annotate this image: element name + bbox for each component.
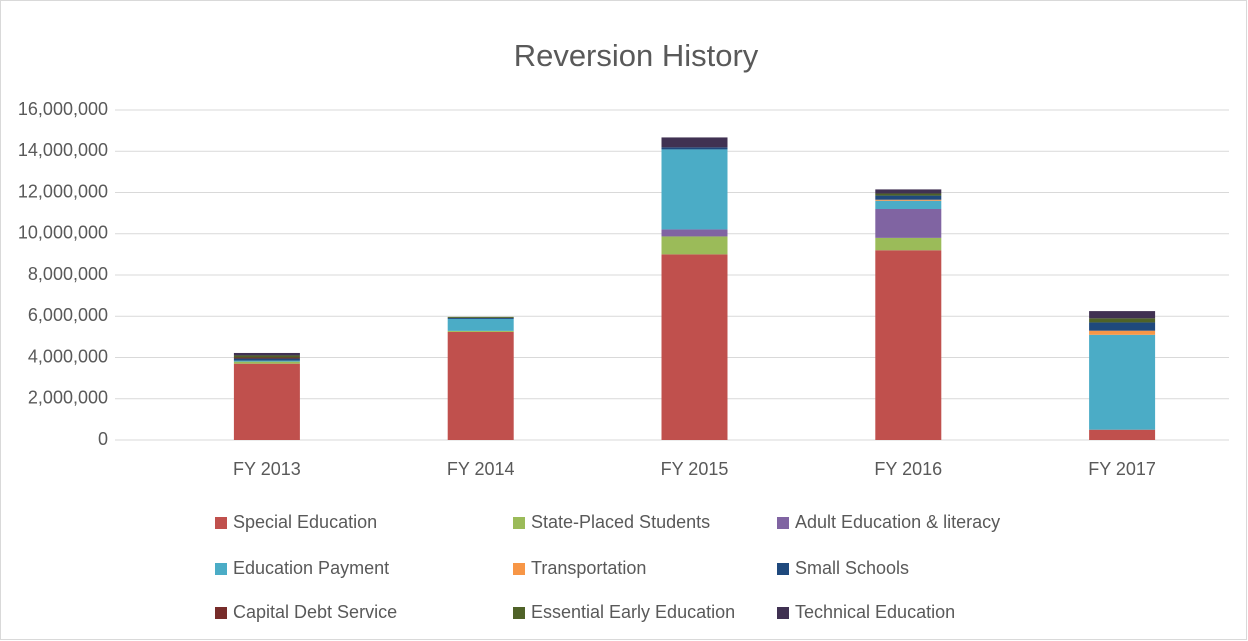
legend-label: Adult Education & literacy	[795, 512, 1000, 532]
bar-segment	[233, 361, 300, 364]
bar-segment	[1089, 318, 1156, 323]
bar-segment	[447, 317, 514, 319]
bar-segment	[661, 147, 728, 150]
bar-segment	[661, 254, 728, 440]
legend-swatch	[215, 517, 227, 529]
bar-segment	[875, 199, 942, 201]
legend-label: Capital Debt Service	[233, 602, 397, 622]
bar-segment	[875, 193, 942, 196]
x-tick-label: FY 2016	[874, 459, 942, 479]
bar-segment	[1089, 429, 1156, 440]
x-tick-label: FY 2014	[447, 459, 515, 479]
chart-title: Reversion History	[514, 38, 759, 73]
y-tick-label: 6,000,000	[28, 305, 108, 325]
bar-segment	[233, 352, 300, 356]
bar-segment	[661, 137, 728, 148]
legend-swatch	[777, 517, 789, 529]
legend-swatch	[215, 607, 227, 619]
bar-segment	[875, 189, 942, 194]
bar-segment	[233, 363, 300, 440]
y-tick-label: 10,000,000	[18, 223, 108, 243]
bar-segment	[447, 330, 514, 332]
x-tick-label: FY 2017	[1088, 459, 1156, 479]
bar-segment	[1089, 311, 1156, 319]
y-tick-label: 4,000,000	[28, 346, 108, 366]
bar-segment	[233, 358, 300, 361]
legend-swatch	[513, 563, 525, 575]
y-tick-label: 8,000,000	[28, 264, 108, 284]
bar-segment	[233, 355, 300, 358]
bar-segment	[447, 331, 514, 440]
bar-segment	[1089, 322, 1156, 331]
legend-label: Special Education	[233, 512, 377, 532]
bar-segment	[875, 209, 942, 238]
legend-label: Essential Early Education	[531, 602, 735, 622]
legend-swatch	[513, 607, 525, 619]
legend-swatch	[777, 563, 789, 575]
y-tick-label: 12,000,000	[18, 181, 108, 201]
bar-segment	[447, 318, 514, 331]
legend-label: Small Schools	[795, 558, 909, 578]
x-tick-label: FY 2015	[661, 459, 729, 479]
bar-segment	[875, 195, 942, 200]
y-tick-label: 2,000,000	[28, 388, 108, 408]
legend-swatch	[215, 563, 227, 575]
bar-segment	[875, 250, 942, 440]
y-tick-label: 16,000,000	[18, 99, 108, 119]
bar-segment	[875, 237, 942, 251]
y-tick-label: 14,000,000	[18, 140, 108, 160]
legend-label: State-Placed Students	[531, 512, 710, 532]
bar-segment	[875, 200, 942, 209]
bar-segment	[661, 229, 728, 237]
bar-segment	[661, 236, 728, 255]
bar-segment	[447, 316, 514, 318]
bar-segment	[1089, 334, 1156, 430]
bar-segment	[233, 360, 300, 362]
bar-segment	[1089, 330, 1156, 335]
bar-segment	[661, 149, 728, 230]
x-tick-label: FY 2013	[233, 459, 301, 479]
y-tick-label: 0	[98, 429, 108, 449]
legend-label: Technical Education	[795, 602, 955, 622]
legend-swatch	[777, 607, 789, 619]
legend-swatch	[513, 517, 525, 529]
bar-segment	[233, 357, 300, 359]
legend-label: Education Payment	[233, 558, 389, 578]
legend-label: Transportation	[531, 558, 646, 578]
